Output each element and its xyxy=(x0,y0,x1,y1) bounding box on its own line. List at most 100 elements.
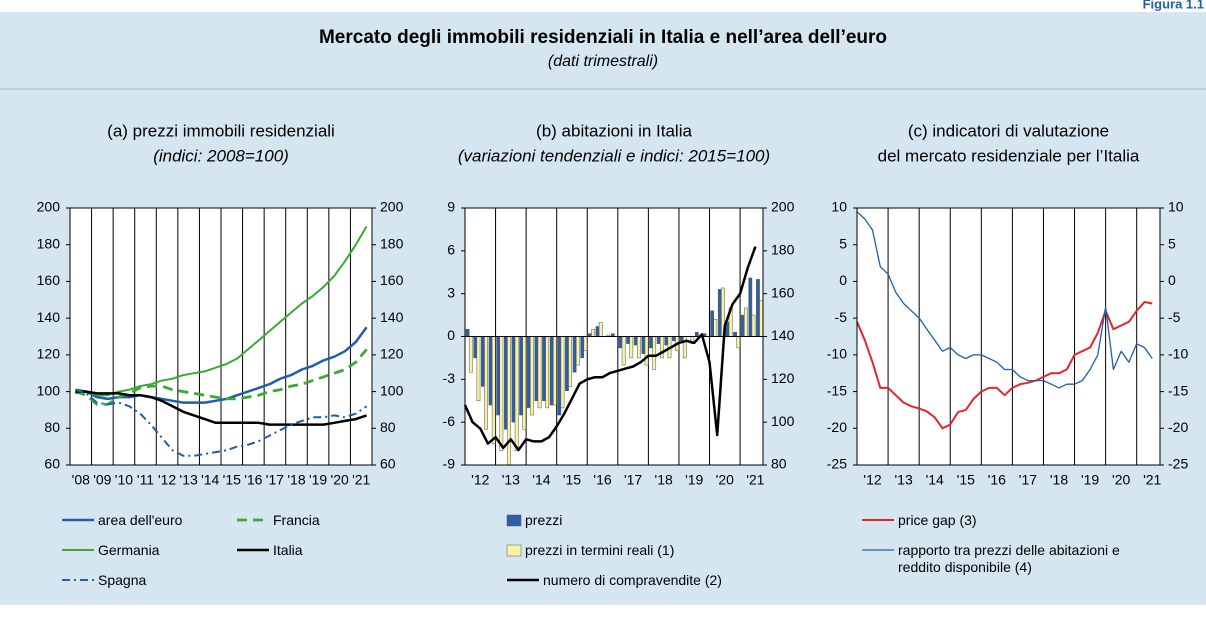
legend-swatch xyxy=(237,518,269,522)
chart-subtitle: (variazioni tendenziali e indici: 2015=1… xyxy=(458,146,770,165)
bar xyxy=(565,336,569,392)
legend-swatch xyxy=(62,518,94,522)
chart-title: (c) indicatori di valutazione xyxy=(908,121,1109,140)
legend-label: numero di compravendite (2) xyxy=(543,572,722,588)
line-series xyxy=(75,388,368,457)
bar xyxy=(629,336,634,359)
bar xyxy=(542,336,546,401)
bar xyxy=(530,336,534,416)
legend-label: price gap (3) xyxy=(898,512,977,528)
y-tick-label: 140 xyxy=(37,309,61,325)
line-series xyxy=(856,301,1153,430)
x-tick-label: '18 xyxy=(287,472,305,488)
legend-label: prezzi xyxy=(525,512,563,528)
chart-title: (b) abitazioni in Italia xyxy=(536,121,692,140)
y-tick-label: 160 xyxy=(37,272,61,288)
x-tick-label: '21 xyxy=(352,472,370,488)
bar xyxy=(641,336,646,354)
x-tick-label: '08 xyxy=(72,472,90,488)
y2-tick-label: 60 xyxy=(380,456,396,472)
bar xyxy=(633,336,638,346)
bar xyxy=(496,336,501,416)
legend-item: prezzi xyxy=(505,512,765,532)
x-tick-label: '09 xyxy=(93,472,111,488)
y-tick-label: 100 xyxy=(37,382,61,398)
x-tick-label: '17 xyxy=(624,472,642,488)
x-tick-label: '12 xyxy=(863,472,881,488)
legend-item: prezzi in termini reali (1) xyxy=(505,542,765,562)
x-tick-label: '13 xyxy=(502,472,520,488)
y-tick-label: -20 xyxy=(827,419,847,435)
bar xyxy=(644,336,649,366)
y2-tick-label: -5 xyxy=(1168,309,1181,325)
figure-number: Figura 1.1 xyxy=(1143,0,1204,11)
legend-item: Spagna xyxy=(60,572,235,592)
legend-item: numero di compravendite (2) xyxy=(505,572,765,592)
y2-tick-label: 100 xyxy=(771,413,795,429)
bar xyxy=(748,277,753,337)
y2-tick-label: 80 xyxy=(771,456,787,472)
legend-swatch xyxy=(506,514,522,527)
legend-swatch xyxy=(862,519,894,521)
bar xyxy=(664,336,669,346)
x-tick-label: '17 xyxy=(266,472,284,488)
bar xyxy=(549,336,554,406)
bar xyxy=(736,336,741,349)
y-tick-label: 0 xyxy=(447,327,455,343)
bar xyxy=(580,336,585,359)
bar xyxy=(710,310,714,337)
x-tick-label: '14 xyxy=(201,472,219,488)
y-tick-label: 180 xyxy=(37,235,61,251)
line-series xyxy=(463,246,757,452)
y-tick-label: 5 xyxy=(839,235,847,251)
x-tick-label: '14 xyxy=(532,472,550,488)
page-subtitle: (dati trimestrali) xyxy=(548,53,658,70)
legend: area dell'euro Francia Germania Italia Spagn… xyxy=(60,512,395,592)
bar xyxy=(744,307,748,337)
legend-swatch xyxy=(237,548,269,552)
bar xyxy=(751,314,756,337)
x-tick-label: '16 xyxy=(988,472,1006,488)
chart-title: del mercato residenziale per l’Italia xyxy=(878,146,1140,165)
legend-item: Germania xyxy=(60,542,235,562)
legend-item: Italia xyxy=(235,542,395,562)
bar xyxy=(717,289,722,337)
legend-item: Francia xyxy=(235,512,395,532)
bar xyxy=(560,336,565,409)
y2-tick-label: 10 xyxy=(1168,199,1184,215)
y2-tick-label: 180 xyxy=(380,235,404,251)
x-tick-label: '14 xyxy=(926,472,944,488)
bar xyxy=(484,336,488,430)
y-tick-label: 6 xyxy=(447,242,455,258)
legend-swatch xyxy=(506,544,522,557)
x-tick-label: '16 xyxy=(244,472,262,488)
line-series xyxy=(856,211,1153,389)
line-series xyxy=(75,390,368,426)
y2-tick-label: 140 xyxy=(380,309,404,325)
chart-subtitle: (indici: 2008=100) xyxy=(153,146,289,165)
x-tick-label: '19 xyxy=(685,472,703,488)
y2-tick-label: 200 xyxy=(771,199,795,215)
bar xyxy=(545,336,550,409)
bar xyxy=(694,331,699,337)
bar xyxy=(572,336,577,373)
page-title: Mercato degli immobili residenziali in I… xyxy=(319,27,887,48)
bar xyxy=(652,336,657,370)
bar xyxy=(537,336,542,409)
y2-tick-label: 160 xyxy=(771,284,795,300)
y2-tick-label: 200 xyxy=(380,199,404,215)
x-tick-label: '13 xyxy=(894,472,912,488)
legend-label: rapporto tra prezzi delle abitazioni e r… xyxy=(898,542,1120,575)
bar xyxy=(499,336,504,451)
legend-item: rapporto tra prezzi delle abitazioni e r… xyxy=(860,542,1150,576)
plot-border xyxy=(856,207,1161,466)
bar xyxy=(679,336,684,342)
y2-tick-label: -20 xyxy=(1168,419,1188,435)
y-tick-label: -10 xyxy=(827,346,847,362)
bar xyxy=(598,321,603,337)
legend-box xyxy=(506,514,522,527)
y-tick-label: -15 xyxy=(827,382,847,398)
y-tick-label: -9 xyxy=(443,456,456,472)
